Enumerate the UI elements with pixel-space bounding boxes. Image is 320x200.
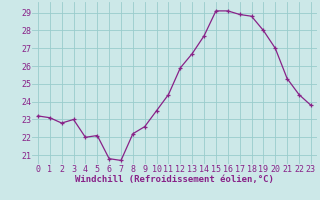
X-axis label: Windchill (Refroidissement éolien,°C): Windchill (Refroidissement éolien,°C) [75,175,274,184]
